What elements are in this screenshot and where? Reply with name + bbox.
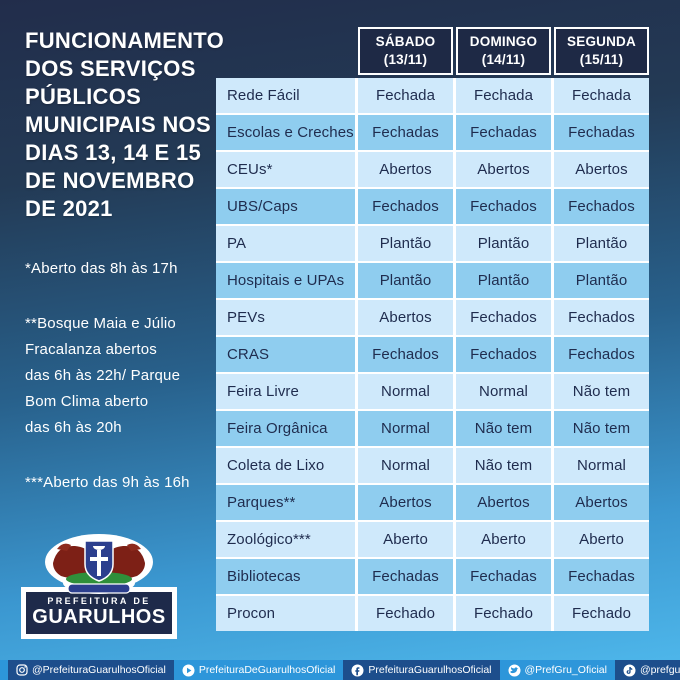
status-cell: Fechadas [554, 115, 649, 150]
status-cell: Fechados [358, 189, 453, 224]
facebook-icon [351, 664, 364, 676]
status-cell: Fechado [456, 596, 551, 631]
social-instagram: @PrefeituraGuarulhosOficial [8, 660, 174, 680]
status-cell: Aberto [456, 522, 551, 557]
prefeitura-guarulhos-logo: PREFEITURA DE GUARULHOS [24, 533, 174, 636]
status-cell: Abertos [456, 152, 551, 187]
status-cell: Abertos [456, 485, 551, 520]
status-cell: Abertos [554, 485, 649, 520]
status-cell: Fechados [358, 337, 453, 372]
services-table: SÁBADO (13/11) DOMINGO (14/11) SEGUNDA (… [216, 27, 649, 631]
social-youtube: PrefeituraDeGuarulhosOficial [174, 660, 344, 680]
status-cell: Fechada [456, 78, 551, 113]
service-label: PEVs [216, 300, 355, 335]
social-facebook: PrefeituraGuarulhosOficial [343, 660, 500, 680]
status-cell: Não tem [456, 411, 551, 446]
service-label: Hospitais e UPAs [216, 263, 355, 298]
twitter-icon [508, 664, 521, 676]
status-cell: Fechados [554, 300, 649, 335]
status-cell: Abertos [358, 300, 453, 335]
status-cell: Abertos [358, 485, 453, 520]
status-cell: Fechadas [456, 559, 551, 594]
status-cell: Plantão [358, 263, 453, 298]
social-footer-bar: @PrefeituraGuarulhosOficial PrefeituraDe… [0, 660, 680, 680]
status-cell: Abertos [554, 152, 649, 187]
table-body: Rede Fácil Fechada Fechada Fechada Escolas … [216, 78, 649, 631]
service-label: Coleta de Lixo [216, 448, 355, 483]
status-cell: Plantão [456, 263, 551, 298]
logo-line-1: PREFEITURA DE [47, 596, 151, 606]
status-cell: Fechada [554, 78, 649, 113]
footnotes: *Aberto das 8h às 17h **Bosque Maia e Jú… [25, 256, 223, 496]
service-label: PA [216, 226, 355, 261]
status-cell: Fechadas [358, 115, 453, 150]
column-header-sunday: DOMINGO (14/11) [456, 27, 551, 75]
status-cell: Aberto [358, 522, 453, 557]
status-cell: Não tem [554, 374, 649, 409]
status-cell: Plantão [554, 263, 649, 298]
service-label: Rede Fácil [216, 78, 355, 113]
status-cell: Fechados [554, 337, 649, 372]
social-handle: PrefeituraGuarulhosOficial [368, 664, 492, 676]
status-cell: Plantão [554, 226, 649, 261]
instagram-icon [16, 664, 28, 676]
service-label: CRAS [216, 337, 355, 372]
status-cell: Não tem [456, 448, 551, 483]
social-handle: PrefeituraDeGuarulhosOficial [198, 664, 336, 676]
table-header: SÁBADO (13/11) DOMINGO (14/11) SEGUNDA (… [216, 27, 649, 75]
service-label: Bibliotecas [216, 559, 355, 594]
status-cell: Fechada [358, 78, 453, 113]
social-handle: @PrefGru_Oficial [524, 664, 607, 676]
column-header-monday: SEGUNDA (15/11) [554, 27, 649, 75]
footnote-3: ***Aberto das 9h às 16h [25, 474, 190, 491]
service-label: Zoológico*** [216, 522, 355, 557]
status-cell: Fechados [456, 337, 551, 372]
service-label: CEUs* [216, 152, 355, 187]
status-cell: Normal [358, 448, 453, 483]
status-cell: Fechado [554, 596, 649, 631]
status-cell: Plantão [456, 226, 551, 261]
status-cell: Abertos [358, 152, 453, 187]
status-cell: Não tem [554, 411, 649, 446]
service-label: Procon [216, 596, 355, 631]
footnote-1: *Aberto das 8h às 17h [25, 260, 178, 277]
status-cell: Aberto [554, 522, 649, 557]
status-cell: Normal [456, 374, 551, 409]
service-label: Feira Livre [216, 374, 355, 409]
social-twitter: @PrefGru_Oficial [500, 660, 615, 680]
coat-of-arms-icon [45, 534, 153, 594]
status-cell: Normal [358, 374, 453, 409]
poster-title: FUNCIONAMENTO DOS SERVIÇOS PÚBLICOS MUNI… [25, 28, 225, 221]
status-cell: Fechado [358, 596, 453, 631]
service-label: UBS/Caps [216, 189, 355, 224]
service-label: Feira Orgânica [216, 411, 355, 446]
status-cell: Normal [358, 411, 453, 446]
column-header-empty [216, 27, 355, 75]
column-header-saturday: SÁBADO (13/11) [358, 27, 453, 75]
status-cell: Fechadas [456, 115, 551, 150]
logo-wordmark: PREFEITURA DE GUARULHOS [24, 590, 174, 636]
social-handle: @PrefeituraGuarulhosOficial [32, 664, 166, 676]
footnote-2: **Bosque Maia e Júlio Fracalanza abertos… [25, 315, 181, 436]
service-label: Parques** [216, 485, 355, 520]
logo-line-2: GUARULHOS [32, 606, 166, 628]
social-handle: @prefguarulhos [639, 664, 680, 676]
youtube-icon [182, 664, 195, 676]
status-cell: Fechados [456, 300, 551, 335]
status-cell: Fechadas [358, 559, 453, 594]
tiktok-icon [623, 664, 636, 676]
status-cell: Fechados [554, 189, 649, 224]
status-cell: Fechados [456, 189, 551, 224]
status-cell: Fechadas [554, 559, 649, 594]
status-cell: Normal [554, 448, 649, 483]
social-tiktok: @prefguarulhos [614, 660, 680, 680]
service-label: Escolas e Creches [216, 115, 355, 150]
status-cell: Plantão [358, 226, 453, 261]
